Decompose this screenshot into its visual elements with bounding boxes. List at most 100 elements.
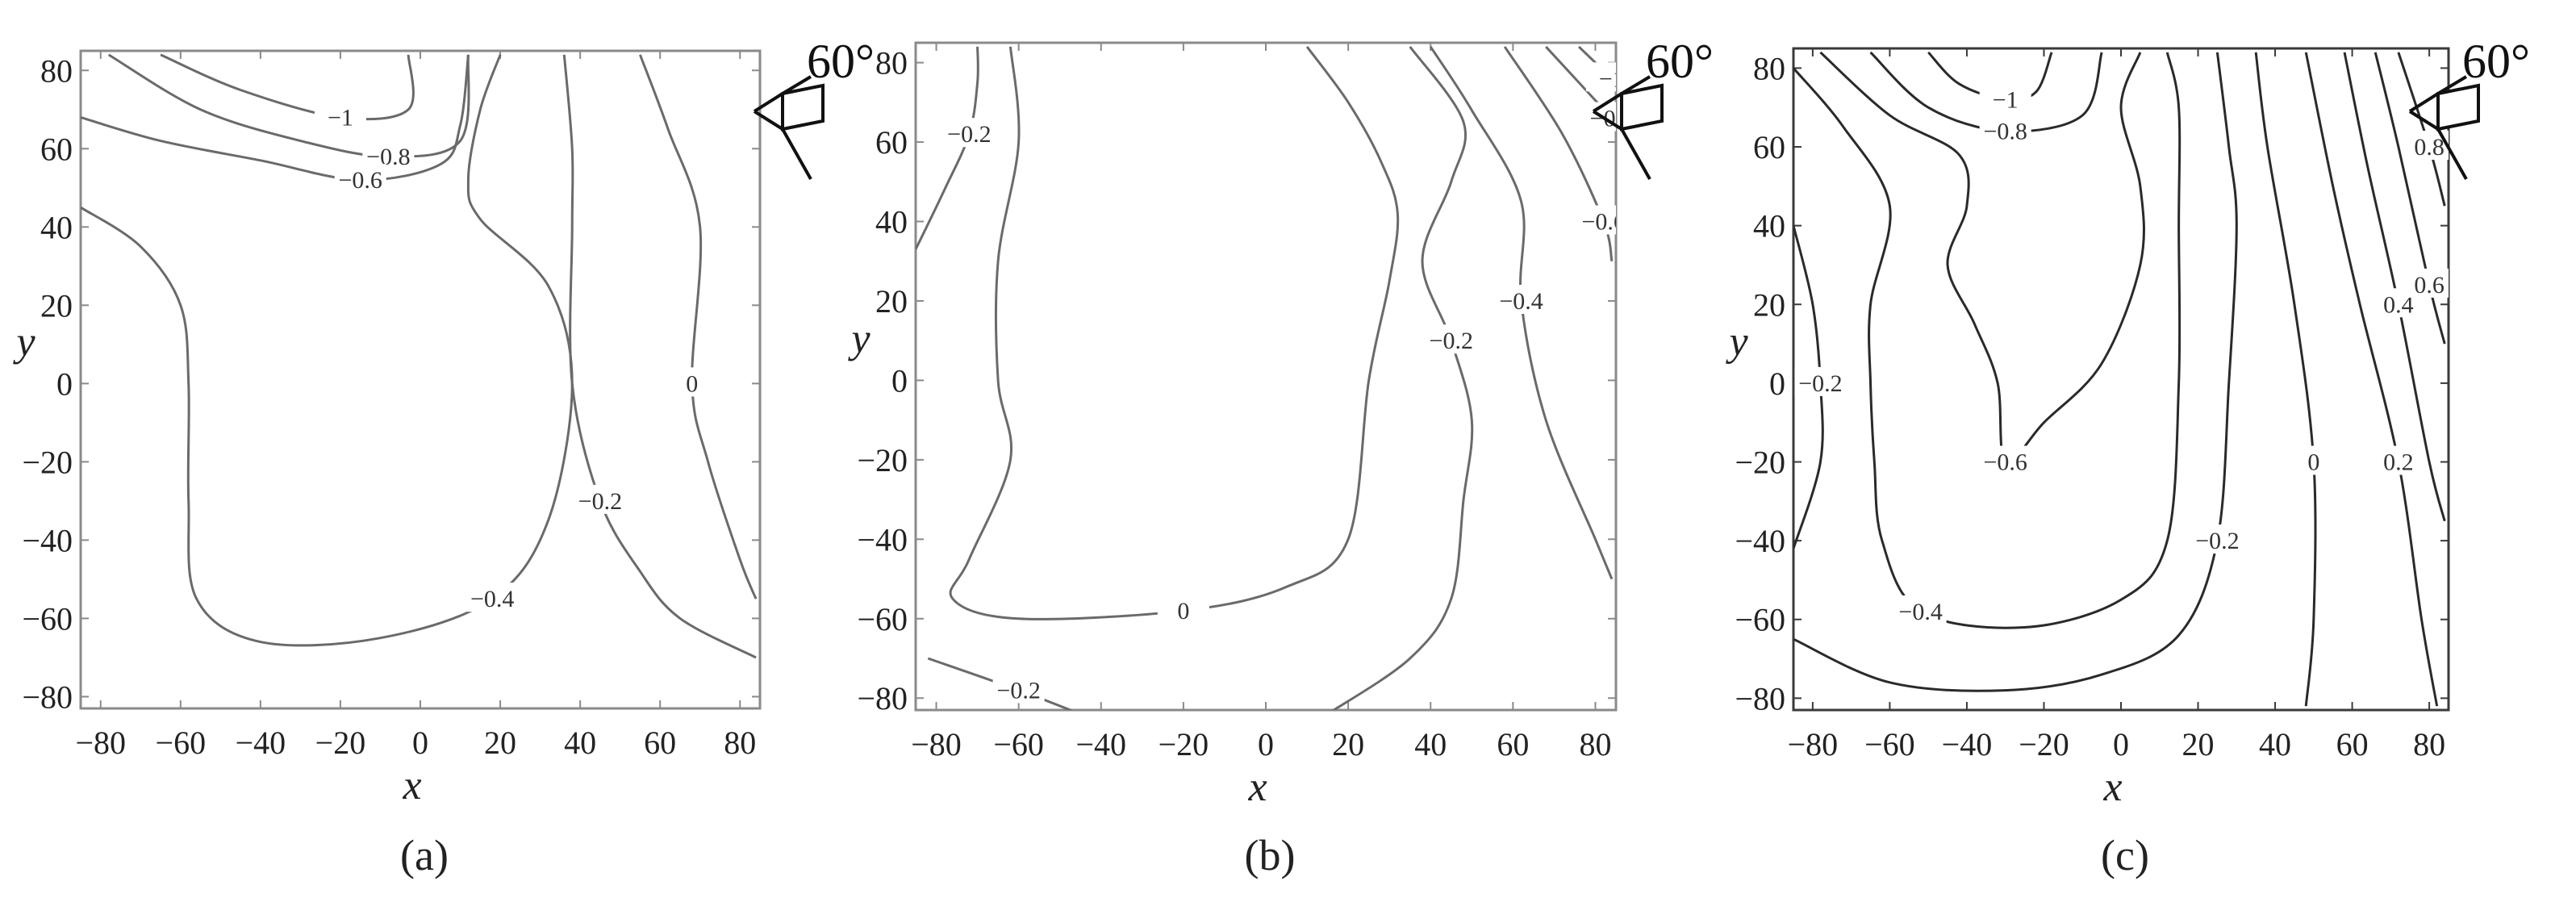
contour-label-bg [1425,324,1477,354]
x-tick-label: 60 [644,725,676,761]
contour-line [2374,52,2446,345]
x-tick-label: −60 [1864,726,1915,762]
y-tick-label: 40 [1753,208,1785,244]
contour-line [562,54,757,659]
contour-level-label: −0.2 [2195,528,2239,554]
contour-label-bg [666,367,718,397]
contour-lines: −1−0.8−0.6−0.4−0.2−0.20 0.20.40.60.8 [1793,51,2449,707]
y-tick-label: −80 [857,680,908,716]
contour-line [81,54,574,647]
x-tick-label: −20 [1159,726,1209,762]
y-tick-label: −80 [1735,680,1785,716]
contour-label-bg [2287,445,2340,475]
y-tick-label: 20 [40,287,73,324]
contour-level-label: −0.2 [947,121,991,148]
contour-level-label: −0.4 [1898,599,1942,625]
contour-level-label: −0.2 [578,488,622,515]
x-tick-label: −60 [156,725,207,761]
contour-level-label: 0 [2307,449,2319,476]
y-tick-label: −60 [1735,602,1785,638]
y-tick-label: 80 [1753,50,1785,86]
x-tick-label: −40 [236,725,286,761]
contour-label-bg [314,101,366,131]
y-tick-label: 0 [891,362,908,399]
y-axis-label: y [1725,319,1748,365]
contour-label-bg [1577,205,1616,235]
contour-line [107,53,470,158]
x-axis-label: x [2102,764,2122,810]
x-tick-label: 40 [1414,726,1447,762]
contour-level-label: −0.2 [1798,370,1842,397]
x-tick-label: 80 [1579,726,1611,762]
contour-level-label: 0.6 [2414,272,2444,299]
panel-label: (a) [400,831,449,879]
x-tick-label: 20 [484,725,516,761]
contour-level-label: −1 [1993,86,2019,113]
y-tick-label: 60 [875,124,908,161]
y-tick-label: 60 [1753,129,1785,165]
y-tick-label: 20 [875,283,908,320]
x-tick-label: 20 [2182,726,2215,762]
plot-frame [1792,47,2450,712]
x-tick-label: 0 [412,725,428,761]
x-tick-label: 60 [1497,726,1529,762]
wind-direction-icon: 60° [1592,35,1714,180]
contour-line [1819,51,2145,465]
y-axis-label: y [12,320,35,366]
contour-line [1331,46,1474,710]
y-tick-label: 40 [875,204,908,240]
contour-line [2304,52,2439,707]
y-tick-label: 80 [40,52,73,89]
contour-label-bg [1979,115,2031,144]
wind-direction-icon: 60° [2408,35,2530,180]
contour-panel-b: −80 −60 −40 −20 0 20 40 60 80 −80 −60 −40 −20 0 20 40 60… [847,35,1714,879]
x-tick-label: 0 [2113,726,2129,762]
y-tick-label: 40 [40,209,73,245]
x-tick-label: −40 [1075,726,1126,762]
y-tick-label: −20 [857,442,908,478]
panel-label: (c) [2101,831,2149,879]
y-tick-label: 60 [40,131,73,167]
contour-line [1793,52,2238,692]
y-tick-label: 0 [56,366,73,402]
x-tick-label: 20 [1332,726,1364,762]
y-tick-label: −20 [1735,445,1785,481]
contour-panel-a: −80 −60 −40 −20 0 20 40 60 80 −80 −60 −40 −20 0 20 40 60… [12,35,875,879]
contour-label-bg [466,583,519,612]
y-tick-label: 80 [875,45,908,81]
contour-lines: −0.20−0.2−0.2−0.4−0.6−0.8−1 [916,45,1625,710]
x-tick-label: −20 [315,725,366,761]
x-tick-label: 0 [1258,726,1274,762]
contour-label-bg [992,674,1045,704]
contour-label-bg [2191,524,2244,554]
x-tick-label: −80 [75,725,126,761]
contour-level-label: −0.6 [1983,449,2027,476]
y-tick-label: −60 [857,601,908,637]
x-tick-label: 40 [564,725,596,761]
contour-level-label: −0.8 [1983,119,2027,145]
contour-line [1503,46,1614,262]
contour-label-bg [2403,268,2449,298]
contour-level-label: −0.4 [1499,288,1543,315]
contour-label-bg [1894,595,1947,625]
x-tick-label: −40 [1942,726,1993,762]
contour-level-label: 0.2 [2383,449,2414,476]
y-tick-label: −40 [22,522,73,558]
contour-label-bg [334,164,386,194]
x-tick-label: −80 [911,726,962,762]
contour-label-bg [1979,445,2031,475]
x-tick-label: −60 [993,726,1044,762]
contour-level-label: −0.6 [1581,209,1625,236]
y-tick-label: 0 [1769,366,1785,402]
x-tick-label: 60 [2336,726,2369,762]
panel-label: (b) [1245,831,1296,879]
contour-label-bg [1979,83,2031,113]
contour-label-bg [2372,445,2424,475]
y-axis-label: y [847,316,870,362]
x-tick-label: −80 [1788,726,1839,762]
contour-level-label: −0.6 [338,167,382,194]
plot-frame [914,41,1618,712]
contour-label-bg [1495,284,1547,314]
x-tick-label: 80 [2413,726,2445,762]
